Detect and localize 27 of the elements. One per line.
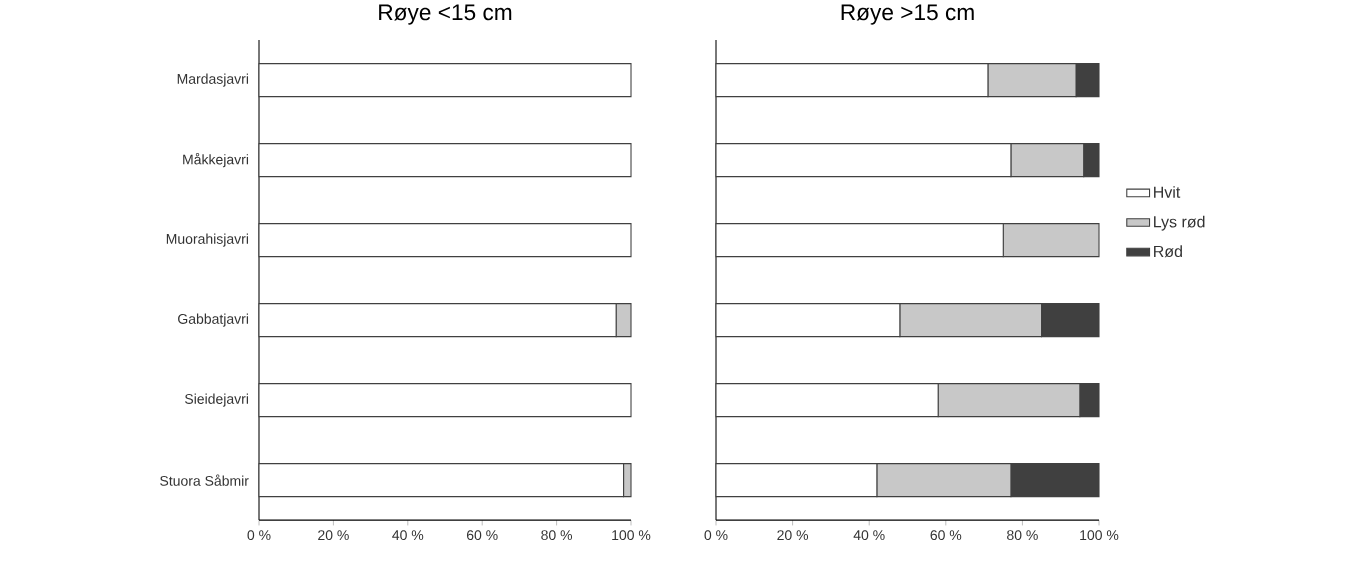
x-tick-label: 60 % [466,530,498,541]
y-tick-label: Mardasjavri [177,73,249,87]
y-tick-label: Måkkejavri [183,152,249,168]
legend-label: Rød [1154,245,1182,258]
x-tick-label: 80 % [1007,530,1038,541]
y-tick-label: Sieidejavri [185,393,249,407]
y-tick-label: Muorahisjavri [166,233,249,247]
legend-label: Hvit [1154,186,1181,198]
x-tick-label: 0 % [704,530,728,541]
x-tick-label: 60 % [930,530,962,541]
chart-title: Røye <15 cm [379,4,512,25]
x-tick-label: 0 % [247,530,271,541]
x-tick-label: 80 % [541,530,573,541]
x-tick-label: 20 % [777,530,809,541]
x-tick-label: 20 % [318,530,349,541]
y-tick-label: Stuora Såbmir [160,474,249,486]
x-tick-label: 40 % [392,530,424,541]
legend-label: Lys rød [1154,215,1205,231]
y-tick-label: Gabbatjavri [178,313,249,327]
x-tick-label: 40 % [853,530,885,541]
bar [258,223,632,258]
bar [258,383,632,418]
bar [258,143,632,178]
x-tick-label: 100 % [1080,530,1119,541]
x-tick-label: 100 % [612,530,651,541]
chart-title: Røye >15 cm [841,4,974,25]
bar [258,63,632,98]
